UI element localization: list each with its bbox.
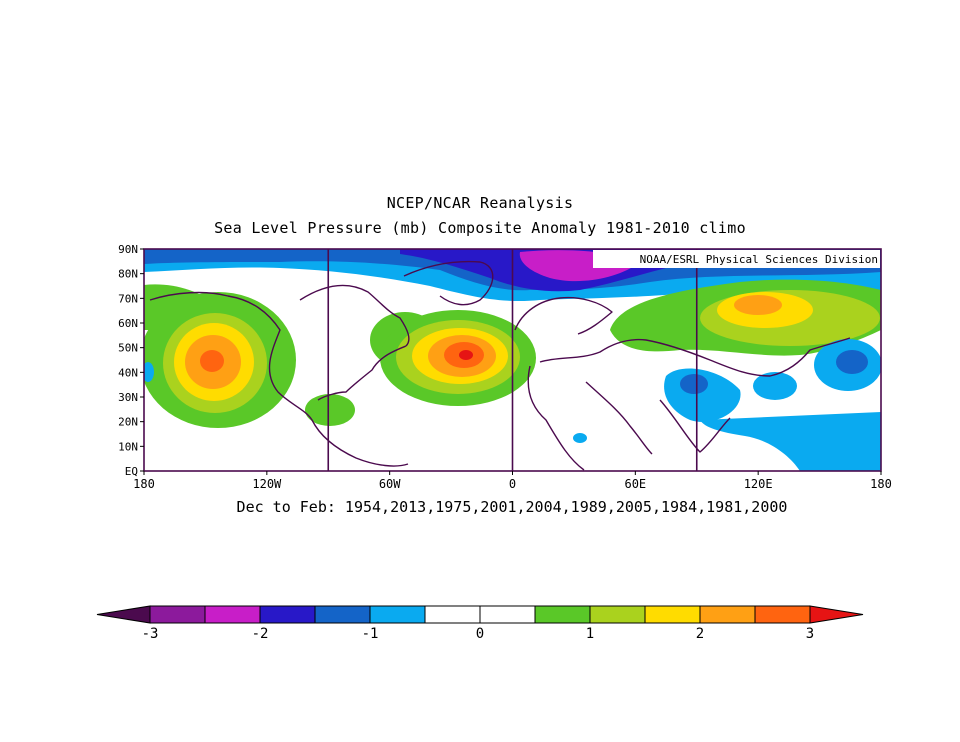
colorbar-bin	[754, 605, 811, 624]
longitude-ticks: 180 120W 60W 0 60E 120E 180	[133, 471, 892, 491]
lat-tick-label: 70N	[118, 292, 138, 305]
colorbar: -3 -2 -1 0 1 2 3	[96, 605, 864, 642]
colorbar-upper-arrow	[809, 605, 864, 624]
lon-tick-label: 180	[870, 477, 892, 491]
colorbar-bin	[204, 605, 261, 624]
colorbar-label: -2	[252, 626, 269, 642]
colorbar-label: 3	[806, 626, 814, 642]
colorbar-bin	[589, 605, 646, 624]
lon-tick-label: 120E	[744, 477, 773, 491]
chart-title-line-1: NCEP/NCAR Reanalysis	[386, 194, 574, 212]
lat-tick-label: 10N	[118, 440, 138, 453]
composite-years-caption: Dec to Feb: 1954,2013,1975,2001,2004,198…	[236, 498, 788, 516]
lon-tick-label: 0	[509, 477, 516, 491]
credit-box	[593, 250, 880, 268]
colorbar-label: -3	[142, 626, 159, 642]
latitude-ticks: EQ 10N 20N 30N 40N 50N 60N 70N 80N 90N	[118, 243, 144, 478]
colorbar-bin	[644, 605, 701, 624]
colorbar-label: 1	[586, 626, 594, 642]
coastlines	[149, 260, 851, 471]
lon-tick-label: 120W	[252, 477, 282, 491]
colorbar-bin	[314, 605, 371, 624]
colorbar-bin	[534, 605, 591, 624]
colorbar-bin	[424, 605, 481, 624]
lat-tick-label: 20N	[118, 416, 138, 429]
lat-tick-label: 80N	[118, 268, 138, 281]
lat-tick-label: 30N	[118, 391, 138, 404]
colorbar-bin	[699, 605, 756, 624]
lon-tick-label: 60E	[624, 477, 646, 491]
chart-title-line-2: Sea Level Pressure (mb) Composite Anomal…	[214, 219, 746, 237]
lat-tick-label: 90N	[118, 243, 138, 256]
colorbar-bin	[479, 605, 536, 624]
colorbar-bin	[369, 605, 426, 624]
colorbar-bin	[259, 605, 316, 624]
anomaly-fields	[144, 249, 881, 471]
colorbar-bin	[149, 605, 206, 624]
colorbar-label: 2	[696, 626, 704, 642]
colorbar-lower-arrow	[96, 605, 151, 624]
lon-tick-label: 180	[133, 477, 155, 491]
lon-tick-label: 60W	[379, 477, 401, 491]
lat-tick-label: 40N	[118, 366, 138, 379]
lat-tick-label: 50N	[118, 342, 138, 355]
lat-tick-label: 60N	[118, 317, 138, 330]
lat-tick-label: EQ	[125, 465, 138, 478]
colorbar-label: -1	[362, 626, 379, 642]
credit-label: NOAA/ESRL Physical Sciences Division	[640, 253, 878, 266]
colorbar-label: 0	[476, 626, 484, 642]
